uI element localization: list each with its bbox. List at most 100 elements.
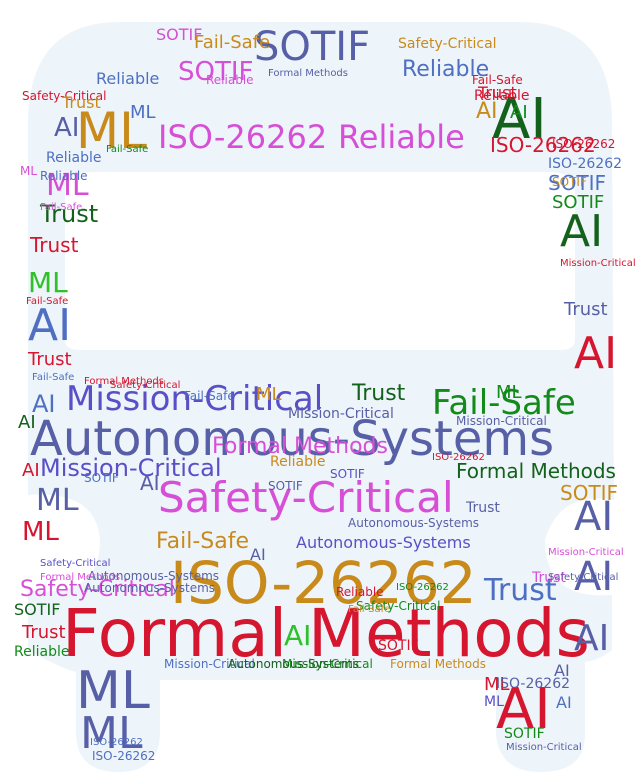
cloud-word: AI <box>574 328 617 379</box>
bus-silhouette <box>28 22 614 772</box>
cloud-word: Autonomous-Systems <box>88 569 219 583</box>
cloud-word: Safety-Critical <box>40 558 110 569</box>
cloud-word: Mission-Critical <box>282 657 373 671</box>
cloud-word: Fail-Safe <box>194 32 270 53</box>
cloud-word: ML <box>76 102 147 160</box>
cloud-word: AI <box>560 206 603 257</box>
cloud-word: ML <box>20 164 37 178</box>
cloud-word: Formal Methods <box>40 572 120 583</box>
cloud-word: Fail-Safe <box>432 383 576 423</box>
cloud-word: SOTIF <box>330 467 365 481</box>
cloud-word: ML <box>256 384 282 405</box>
cloud-word: Reliable <box>336 585 384 599</box>
cloud-word: SOTIF <box>84 471 119 485</box>
cloud-word: Safety-Critical <box>158 473 454 522</box>
cloud-word: Mission-Critical <box>288 406 394 422</box>
cloud-word: Formal Methods <box>268 68 348 79</box>
cloud-word: Reliable <box>206 73 254 87</box>
cloud-word: Trust <box>465 500 500 516</box>
cloud-word: ISO-26262 <box>552 137 615 151</box>
cloud-word: AI <box>250 545 266 564</box>
cloud-word: Mission-Critical <box>456 414 547 428</box>
cloud-word: Trust <box>29 233 79 257</box>
cloud-word: ISO-26262 <box>396 582 449 593</box>
cloud-word: AI <box>54 113 79 143</box>
cloud-word: AI <box>496 677 551 742</box>
cloud-word: SOTIF <box>548 171 606 195</box>
cloud-word: ISO-26262 <box>90 737 143 748</box>
cloud-word: Mission-Critical <box>560 258 636 269</box>
cloud-word: ISO-26262 <box>548 156 622 172</box>
cloud-word: AI <box>574 618 609 659</box>
cloud-word: SOTIF <box>552 175 587 189</box>
cloud-word: ISO-26262 <box>92 749 155 763</box>
cloud-word: SOTIF <box>552 192 604 213</box>
cloud-word: ML <box>496 382 522 403</box>
cloud-word: SOTIF <box>178 57 253 87</box>
cloud-word: Autonomous-Systems <box>228 657 359 671</box>
cloud-word: ML <box>144 115 146 117</box>
cloud-word: Fail-Safe <box>40 202 82 213</box>
cloud-word: Trust <box>27 349 72 370</box>
cloud-word: Mission-Critical <box>164 657 255 671</box>
cloud-word: Fail-Safe <box>184 389 235 403</box>
cloud-word: SOTIF <box>504 726 545 742</box>
cloud-word: Autonomous-Systems <box>84 581 215 595</box>
cloud-word: Safety-Critical <box>356 599 440 613</box>
cloud-word: AI <box>32 390 56 418</box>
cloud-word: Trust <box>39 200 98 228</box>
cloud-word: SOTIF <box>156 25 202 44</box>
cloud-word: Reliable <box>46 150 101 166</box>
cloud-word: ML <box>46 168 89 203</box>
cloud-word: SOTIF <box>378 638 419 654</box>
cloud-word: Safety-Critical <box>110 380 180 391</box>
cloud-word: ISO-26262 <box>490 133 596 157</box>
cloud-word: Trust <box>531 570 566 586</box>
cloud-word: Autonomous-Systems <box>348 516 479 530</box>
cloud-word: Formal Methods <box>456 459 616 483</box>
cloud-word: SOTIF <box>560 481 618 505</box>
cloud-word: Formal Methods <box>390 657 486 671</box>
cloud-word: Mission-Critical <box>40 454 222 482</box>
cloud-word: AI <box>574 554 613 600</box>
cloud-word: ISO-26262 <box>170 549 477 617</box>
cloud-word: Autonomous-Systems <box>30 411 554 467</box>
cloud-word: AI <box>284 619 311 652</box>
cloud-word: Autonomous-Systems <box>296 533 471 552</box>
cloud-word: Trust <box>21 622 66 643</box>
cloud-word: SOTIF <box>268 479 303 493</box>
cloud-word: AI <box>574 494 613 540</box>
cloud-word: Safety-Critical <box>398 36 497 52</box>
cloud-word: ML <box>484 674 510 695</box>
cloud-word: Formal Methods <box>62 595 590 672</box>
cloud-word: Mission-Critical <box>548 547 624 558</box>
cloud-word: Reliable <box>14 644 69 660</box>
cloud-word: ISO-26262 <box>158 118 327 156</box>
cloud-word: Reliable <box>270 454 325 470</box>
cloud-word: SOTIF <box>14 600 60 619</box>
cloud-word: Formal Methods <box>212 434 388 459</box>
cloud-word: ML <box>36 483 79 518</box>
cloud-word: AI <box>28 300 71 351</box>
cloud-word: AI <box>492 87 547 152</box>
cloud-word: AI <box>554 661 570 680</box>
cloud-word: ML <box>130 102 156 123</box>
cloud-word: Fail-Safe <box>106 144 148 155</box>
cloud-word: Safety-Critical <box>20 577 175 602</box>
cloud-word: ISO-26262 <box>432 452 485 463</box>
cloud-word: AI <box>22 460 40 481</box>
cloud-word: Reliable <box>96 69 159 88</box>
cloud-word: Mission-Critical <box>506 742 582 753</box>
cloud-word: Safety-Critical <box>548 572 618 583</box>
cloud-word: ML <box>484 694 504 710</box>
cloud-word: Safety-Critical <box>22 89 106 103</box>
cloud-word: ML <box>80 708 143 759</box>
cloud-word: Trust <box>483 573 557 608</box>
cloud-word: AI <box>476 99 498 124</box>
cloud-word: ISO-26262 <box>496 676 570 692</box>
cloud-word: Trust <box>563 299 608 320</box>
cloud-word: Fail-Safe <box>348 604 390 615</box>
cloud-word: Reliable <box>402 57 489 82</box>
cloud-word: Trust <box>351 381 406 406</box>
